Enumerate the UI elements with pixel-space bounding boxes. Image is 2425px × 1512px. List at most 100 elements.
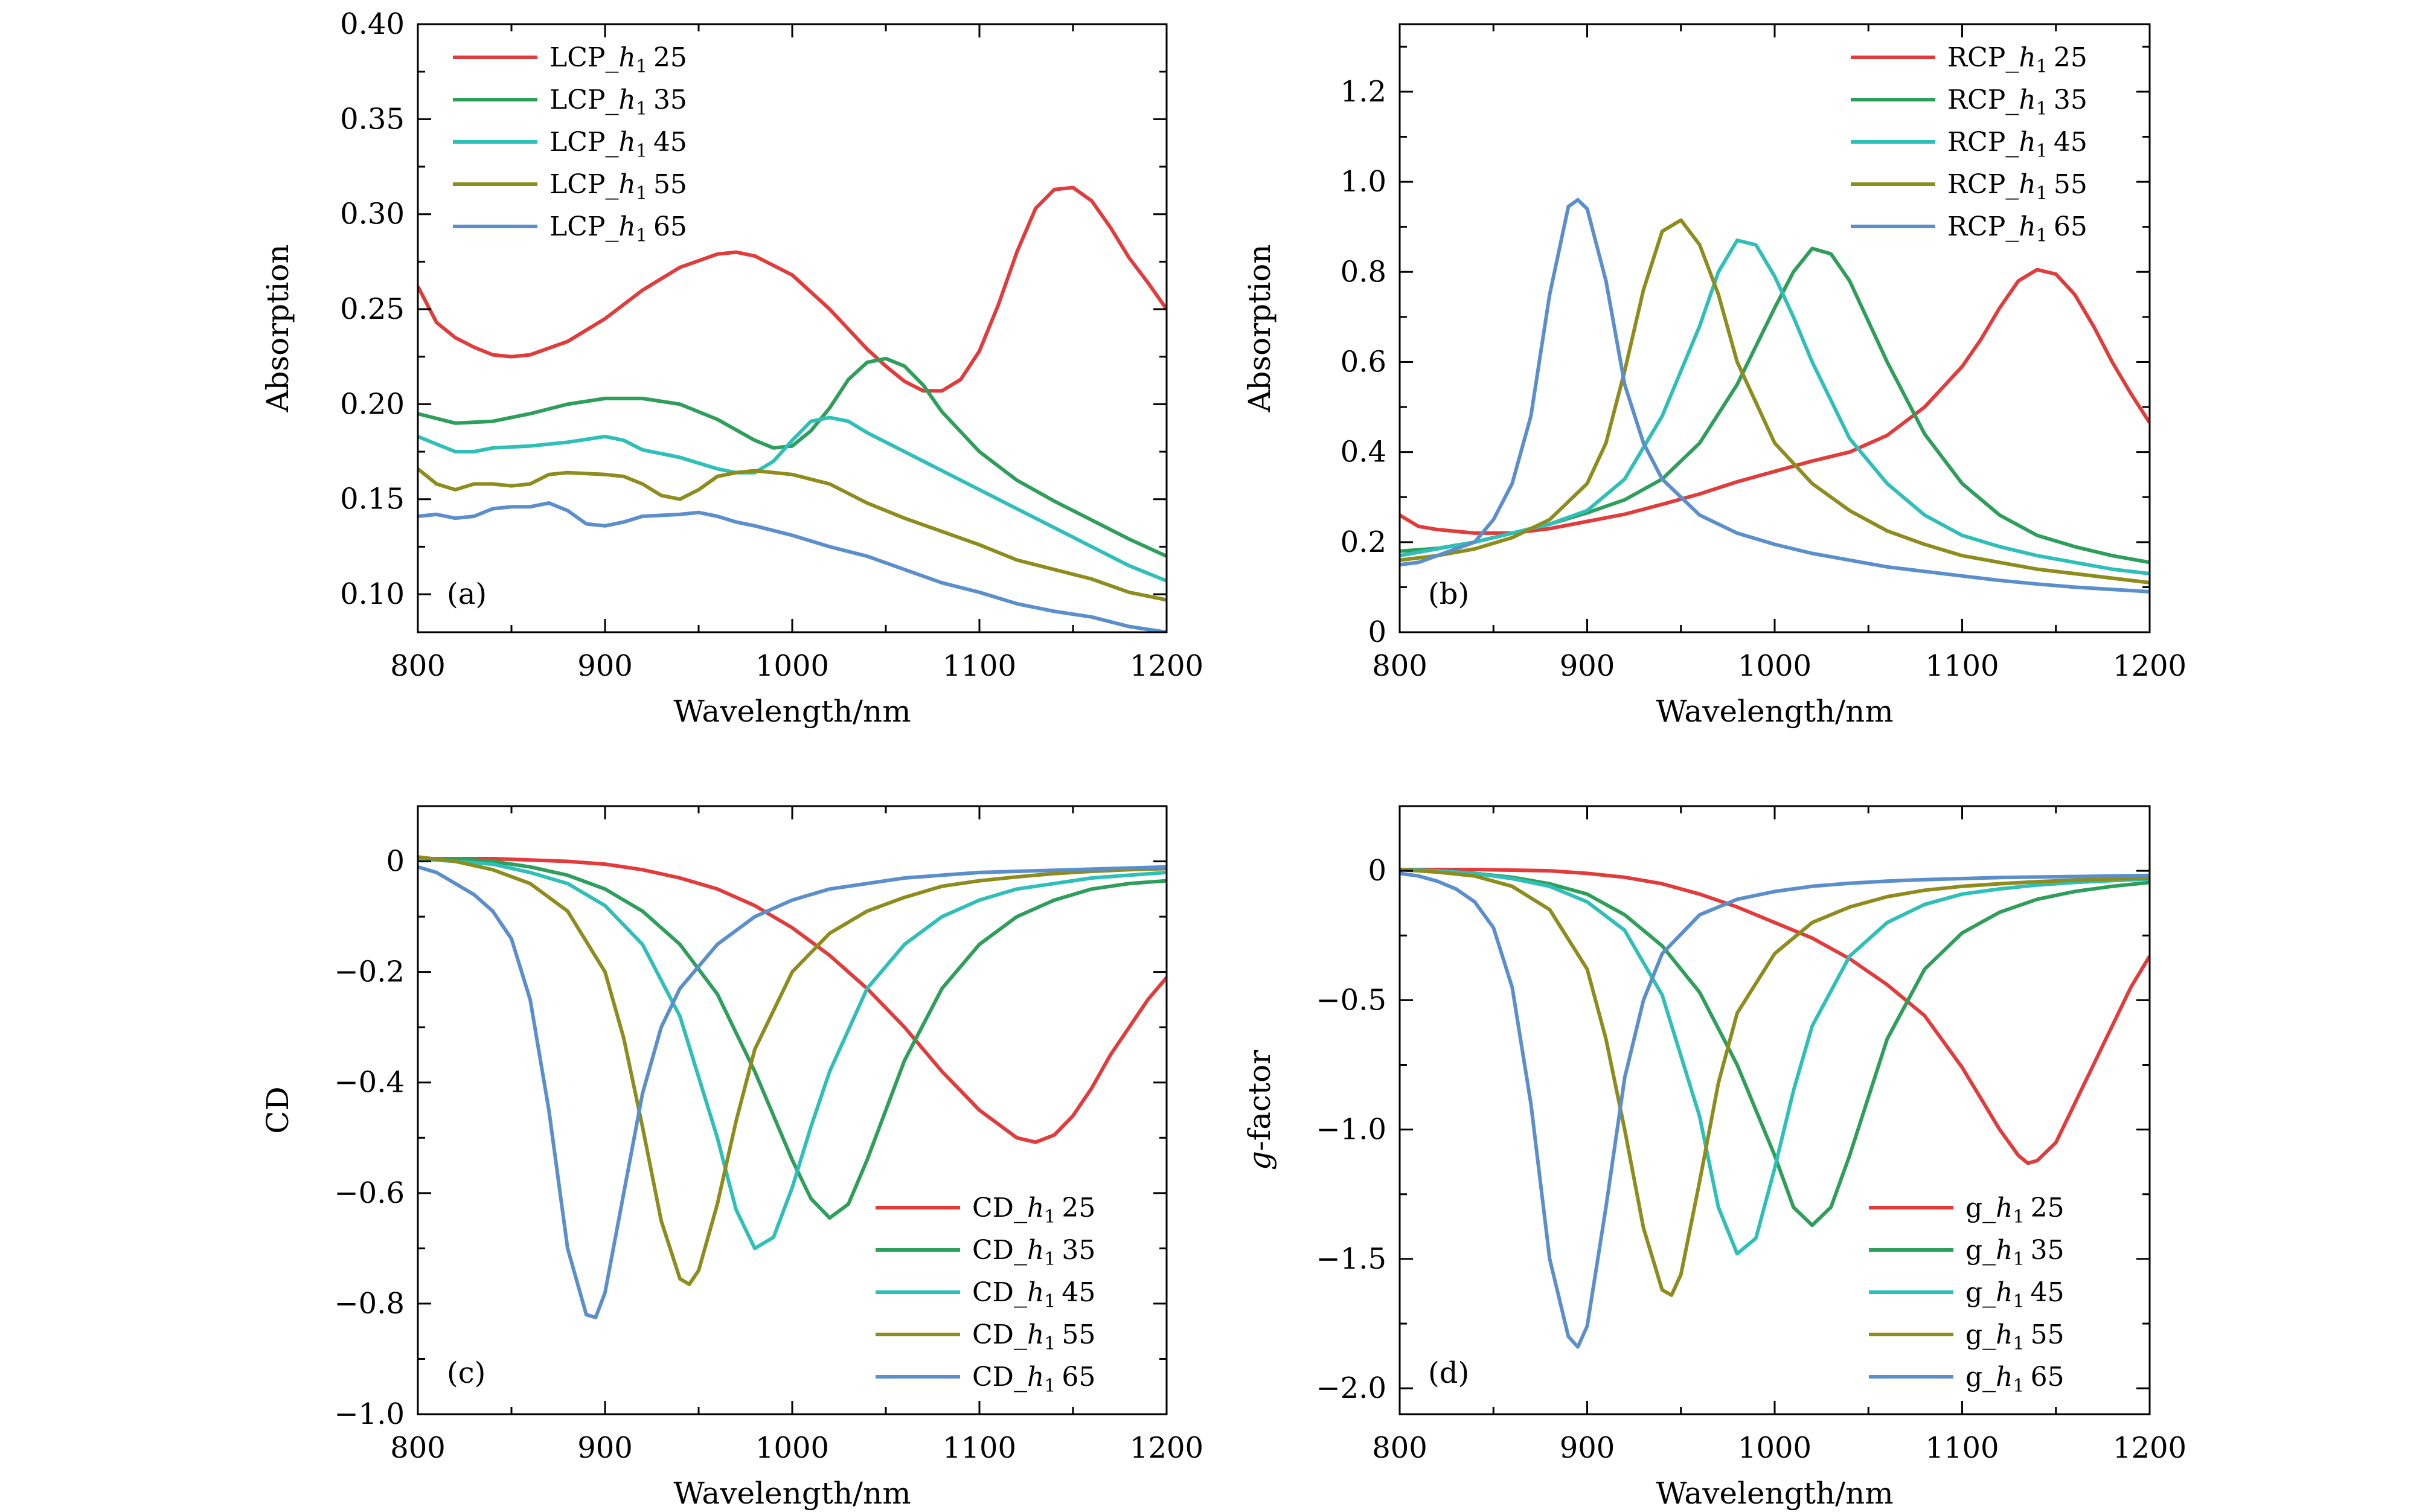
legend-value: 35 (2054, 85, 2087, 115)
y-tick-label: −2.0 (1316, 1371, 1386, 1405)
legend-prefix: CD_ (972, 1277, 1027, 1308)
y-tick-label: 0.4 (1341, 435, 1386, 469)
y-tick-label: 0.35 (340, 102, 405, 136)
plot-frame (417, 805, 1168, 1415)
legend: g_h1 25g_h1 35g_h1 45g_h1 55g_h1 65 (1869, 1193, 2065, 1397)
x-tick-label: 800 (1372, 649, 1427, 683)
legend-value: 45 (1062, 1277, 1095, 1308)
legend-h: h (1027, 1319, 1044, 1350)
legend-value: 65 (1062, 1362, 1095, 1392)
x-tick-label: 1100 (943, 1431, 1016, 1465)
x-tick-label: 1200 (2113, 649, 2186, 683)
x-tick-label: 1100 (943, 649, 1016, 683)
legend-h: h (619, 127, 636, 158)
y-tick-label: 1.2 (1341, 75, 1386, 109)
legend-subscript: 1 (2036, 56, 2048, 77)
y-tick-label: 0.25 (340, 292, 405, 326)
legend-label-h1-65: g_h1 65 (1965, 1362, 2065, 1397)
legend-subscript: 1 (636, 98, 647, 120)
y-tick-label: −0.2 (334, 955, 405, 989)
legend-subscript: 1 (1044, 1206, 1056, 1228)
legend-value: 25 (2031, 1193, 2065, 1223)
legend-subscript: 1 (636, 141, 647, 162)
series-line-h1-35 (1400, 868, 2150, 1228)
legend-subscript: 1 (1044, 1376, 1056, 1397)
legend-h: h (619, 42, 636, 73)
legend-h: h (1996, 1277, 2013, 1308)
y-axis-title: g-factor (1242, 1050, 1277, 1170)
plot-frame (417, 23, 1168, 633)
series-line-h1-65 (418, 501, 1167, 632)
legend-h: h (1996, 1193, 2013, 1223)
x-tick-label: 900 (1560, 649, 1615, 683)
legend-prefix: g_ (1965, 1362, 1996, 1392)
legend-label-h1-35: LCP_h1 35 (549, 85, 687, 120)
legend-h: h (2019, 42, 2036, 73)
panel-label: (b) (1428, 577, 1469, 611)
y-tick-label: −0.4 (334, 1066, 405, 1100)
series-line-h1-55 (1400, 868, 2150, 1297)
series-line-h1-65 (418, 865, 1167, 1319)
legend-value: 65 (2054, 211, 2087, 242)
y-tick-label: 0.40 (340, 7, 405, 41)
legend-label-h1-25: RCP_h1 25 (1947, 42, 2087, 77)
legend-subscript: 1 (636, 183, 647, 204)
y-axis-title-rest: -factor (1242, 1050, 1277, 1151)
legend-subscript: 1 (636, 56, 647, 77)
legend-prefix: RCP_ (1947, 169, 2019, 200)
legend-label-h1-45: g_h1 45 (1965, 1277, 2065, 1312)
legend-value: 45 (2031, 1277, 2065, 1308)
series-line-h1-65 (1400, 871, 2150, 1349)
y-tick-label: 0.30 (340, 197, 405, 231)
legend-prefix: CD_ (972, 1235, 1027, 1266)
legend-value: 55 (2031, 1319, 2065, 1350)
y-tick-label: −0.5 (1316, 983, 1386, 1017)
legend-value: 55 (2054, 169, 2087, 200)
panel-label: (d) (1428, 1356, 1469, 1390)
legend-h: h (2019, 169, 2036, 200)
legend-value: 35 (1062, 1235, 1095, 1266)
series-line-h1-45 (1400, 868, 2150, 1256)
x-axis-title: Wavelength/nm (673, 694, 911, 729)
y-tick-label: 0 (1368, 615, 1386, 649)
y-tick-label: −1.0 (334, 1397, 405, 1431)
y-tick-label: 0 (386, 845, 405, 879)
legend-value: 45 (2054, 127, 2087, 158)
legend-label-h1-55: RCP_h1 55 (1947, 169, 2087, 204)
series-line-h1-55 (418, 467, 1167, 602)
series-line-h1-35 (418, 857, 1167, 1220)
legend-h: h (1027, 1277, 1044, 1308)
legend-h: h (1996, 1235, 2013, 1266)
legend-prefix: CD_ (972, 1319, 1027, 1350)
x-tick-label: 800 (1372, 1431, 1427, 1465)
y-tick-label: 0.8 (1341, 255, 1386, 289)
y-tick-label: 0.10 (340, 577, 405, 611)
legend-prefix: RCP_ (1947, 211, 2019, 242)
series-line-h1-25 (418, 857, 1167, 1144)
legend-value: 35 (653, 85, 687, 115)
x-tick-label: 1200 (1130, 649, 1203, 683)
legend-prefix: RCP_ (1947, 42, 2019, 73)
legend-h: h (1027, 1235, 1044, 1266)
series-line-h1-35 (1400, 246, 2150, 565)
series-line-h1-55 (418, 855, 1167, 1286)
legend-h: h (619, 85, 636, 115)
x-tick-label: 1000 (755, 649, 829, 683)
y-tick-label: −1.5 (1316, 1242, 1386, 1276)
legend-prefix: LCP_ (549, 85, 619, 115)
legend-subscript: 1 (1044, 1249, 1056, 1270)
legend-prefix: CD_ (972, 1193, 1027, 1223)
legend-h: h (1027, 1193, 1044, 1223)
legend-label-h1-65: RCP_h1 65 (1947, 211, 2087, 246)
legend-value: 65 (653, 211, 687, 242)
panel-label: (a) (447, 577, 487, 611)
legend-label-h1-55: CD_h1 55 (972, 1319, 1095, 1354)
y-tick-label: 0.2 (1341, 525, 1386, 559)
panel-a: 800 900 1000 1100 1200 0.10 0.15 0.20 0.25 0.30 0.… (260, 7, 1203, 729)
legend-subscript: 1 (2036, 141, 2048, 162)
legend-label-h1-35: RCP_h1 35 (1947, 85, 2087, 120)
legend-label-h1-45: RCP_h1 45 (1947, 127, 2087, 162)
series-lines (1400, 868, 2150, 1349)
